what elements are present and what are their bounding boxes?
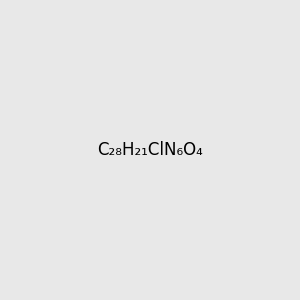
Text: C₂₈H₂₁ClN₆O₄: C₂₈H₂₁ClN₆O₄: [97, 141, 203, 159]
